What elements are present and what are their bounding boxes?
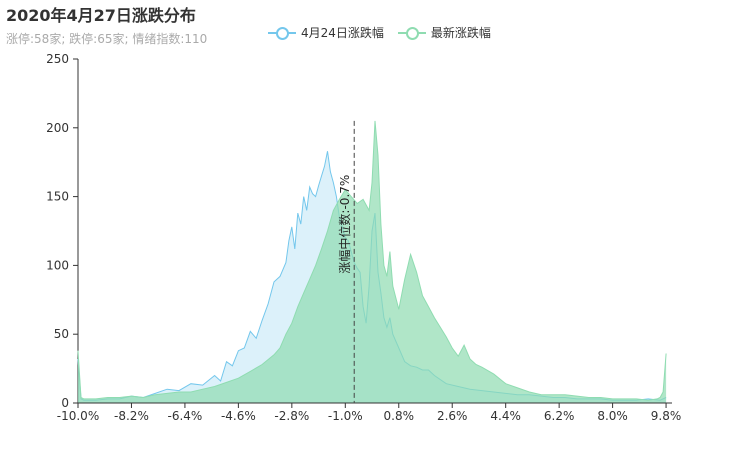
x-tick-label: 2.6% bbox=[437, 409, 468, 423]
median-label: 涨幅中位数:-0.7% bbox=[337, 175, 352, 274]
x-tick-label: -8.2% bbox=[114, 409, 149, 423]
legend-item-series-1[interactable]: 最新涨跌幅 bbox=[397, 24, 491, 41]
x-tick-label: -1.0% bbox=[328, 409, 363, 423]
legend: 4月24日涨跌幅 最新涨跌幅 bbox=[268, 24, 491, 41]
x-tick-label: 0.8% bbox=[384, 409, 415, 423]
legend-label: 最新涨跌幅 bbox=[430, 26, 491, 40]
legend-swatch-icon bbox=[397, 26, 426, 40]
y-tick-label: 100 bbox=[46, 258, 69, 272]
x-tick-label: 8.0% bbox=[597, 409, 628, 423]
x-tick-label: 6.2% bbox=[544, 409, 575, 423]
y-tick-label: 200 bbox=[46, 121, 69, 135]
x-tick-label: 9.8% bbox=[651, 409, 682, 423]
x-tick-label: -4.6% bbox=[221, 409, 256, 423]
legend-swatch-icon bbox=[268, 26, 296, 40]
legend-item-series-0[interactable]: 4月24日涨跌幅 bbox=[268, 24, 384, 41]
y-tick-label: 0 bbox=[61, 396, 69, 410]
series-area-1 bbox=[78, 120, 667, 404]
y-tick-label: 50 bbox=[54, 327, 69, 341]
x-tick-label: -10.0% bbox=[57, 409, 99, 423]
x-tick-label: 4.4% bbox=[490, 409, 521, 423]
series-line-1 bbox=[77, 120, 667, 401]
y-tick-label: 150 bbox=[46, 190, 69, 204]
y-tick-label: 250 bbox=[46, 52, 69, 66]
chart-title: 2020年4月27日涨跌分布 bbox=[6, 6, 196, 25]
chart-subtitle: 涨停:58家; 跌停:65家; 情绪指数:110 bbox=[6, 32, 208, 46]
legend-label: 4月24日涨跌幅 bbox=[301, 26, 384, 40]
x-tick-label: -2.8% bbox=[274, 409, 309, 423]
x-tick-label: -6.4% bbox=[168, 409, 203, 423]
